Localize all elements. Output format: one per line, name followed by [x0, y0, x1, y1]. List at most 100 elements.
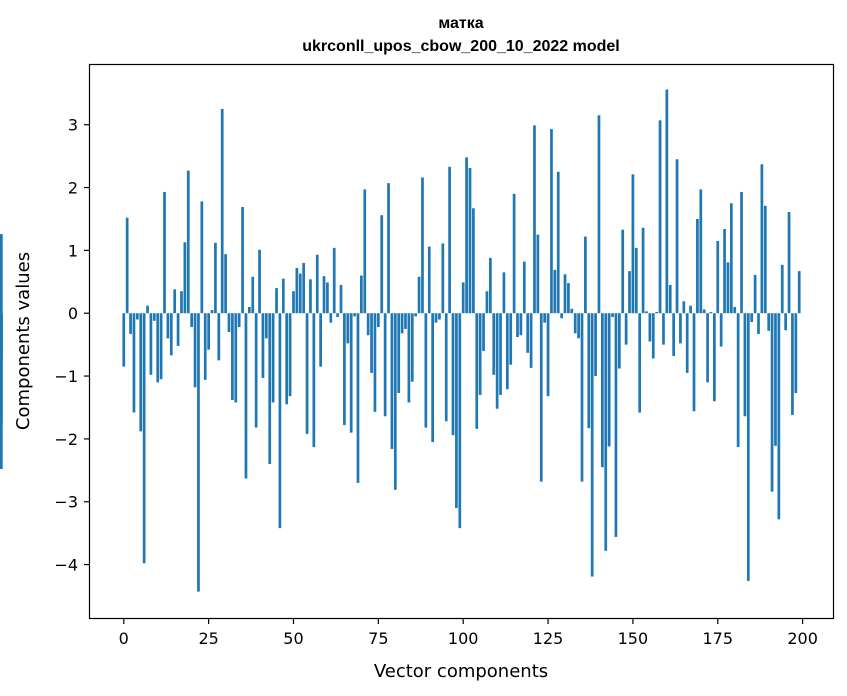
bar [298, 273, 302, 314]
bar [512, 193, 516, 314]
x-tick-label: 175 [702, 629, 733, 648]
bar [197, 313, 200, 592]
x-tick-label: 75 [368, 629, 388, 648]
y-tick-label: −2 [54, 430, 78, 449]
bar [122, 313, 126, 367]
bar [631, 174, 635, 314]
bar [648, 313, 652, 342]
y-tick-label: −4 [54, 556, 78, 575]
bar [794, 313, 798, 394]
bar [163, 191, 166, 314]
bar [353, 313, 356, 317]
bar [760, 164, 764, 314]
x-tick-label: 0 [119, 629, 129, 648]
bar [424, 313, 428, 428]
bar [617, 313, 621, 369]
bar [570, 308, 574, 314]
bar [275, 288, 278, 314]
x-tick-label: 125 [533, 629, 564, 648]
bar [651, 313, 655, 359]
bars-group [0, 89, 801, 592]
bar [295, 267, 299, 314]
bar [478, 313, 482, 395]
bar [248, 306, 251, 314]
bar [431, 313, 435, 443]
chart-title: матка [438, 15, 483, 32]
bar [414, 313, 418, 317]
bar [380, 215, 384, 314]
bar [315, 254, 319, 314]
bar [560, 313, 563, 319]
bar [509, 313, 513, 365]
bar [186, 170, 190, 314]
y-tick-label: 2 [68, 179, 78, 198]
bar [716, 240, 720, 314]
bar [505, 313, 509, 390]
bar [190, 313, 194, 328]
bar [624, 313, 628, 345]
bar [129, 313, 132, 334]
bar [421, 177, 424, 314]
bar [166, 313, 170, 339]
bar [675, 159, 679, 314]
bar [346, 313, 350, 344]
bar [709, 311, 713, 314]
bar [193, 313, 197, 388]
bar [767, 313, 771, 331]
bar [231, 313, 234, 400]
bar [611, 313, 614, 317]
bar [180, 291, 183, 314]
bar [183, 242, 187, 314]
bar [485, 291, 489, 314]
bar [492, 313, 496, 375]
bar [634, 247, 638, 314]
bar [488, 257, 492, 314]
bar [241, 207, 244, 314]
bar [305, 313, 309, 434]
bar [200, 201, 204, 314]
bar [499, 313, 502, 395]
bar [383, 313, 387, 417]
bar [526, 313, 530, 353]
bar [285, 313, 289, 405]
bar [288, 313, 292, 397]
bar [427, 246, 431, 314]
bar [577, 313, 580, 339]
bar [281, 278, 285, 314]
bar [417, 276, 421, 314]
bar [176, 313, 180, 346]
bar [400, 313, 404, 334]
y-axis: −4 −3 −2 −1 0 1 2 3 [54, 116, 90, 575]
bar [0, 313, 3, 470]
bar [339, 284, 343, 314]
bar [349, 313, 353, 433]
bar [522, 261, 526, 314]
bar [753, 274, 757, 314]
bar [587, 313, 591, 429]
bar [237, 313, 241, 328]
bar [757, 313, 760, 334]
bar [373, 313, 377, 412]
bar [791, 313, 794, 416]
bar [668, 284, 672, 314]
bar [763, 205, 767, 314]
x-tick-label: 200 [787, 629, 818, 648]
bar [173, 289, 177, 314]
bar [740, 191, 743, 314]
bar [268, 313, 272, 465]
bar [519, 313, 523, 336]
bar [770, 313, 774, 492]
bar [438, 313, 441, 320]
y-tick-label: 0 [68, 304, 78, 323]
plot-frame [88, 63, 835, 620]
bar [363, 189, 367, 314]
bar [407, 313, 411, 403]
bar [410, 313, 414, 382]
bar [584, 236, 587, 314]
bar [696, 218, 699, 314]
bar [556, 171, 560, 314]
bar [682, 301, 686, 314]
chart-subtitle: ukrconll_upos_cbow_200_10_2022 model [302, 38, 619, 55]
